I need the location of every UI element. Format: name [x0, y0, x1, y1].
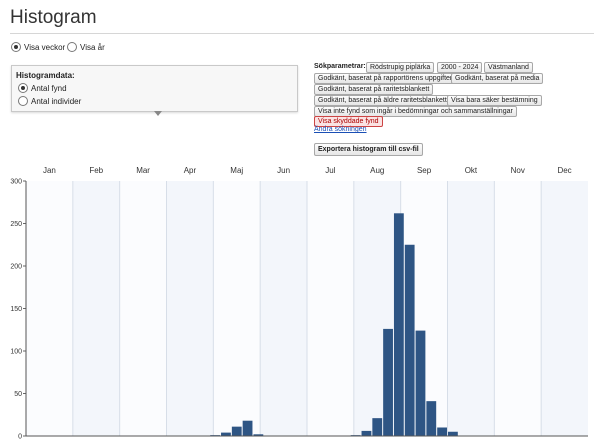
- month-label: Jun: [277, 166, 290, 175]
- month-label: Feb: [89, 166, 103, 175]
- y-tick-label: 100: [10, 349, 22, 356]
- bars: [210, 213, 458, 436]
- export-csv-button[interactable]: Exportera histogram till csv-fil: [314, 143, 423, 156]
- param-chip[interactable]: 2000 - 2024: [437, 62, 483, 73]
- y-tick-label: 300: [10, 179, 22, 186]
- panel-pointer-icon: [154, 111, 162, 116]
- bar: [404, 244, 415, 436]
- param-chip-protected[interactable]: Visa skyddade fynd: [314, 116, 383, 127]
- change-search-link[interactable]: Ändra sökningen: [314, 126, 367, 133]
- month-band: [166, 181, 214, 436]
- count-records-option[interactable]: Antal fynd: [18, 83, 67, 93]
- view-weeks-radio[interactable]: [11, 42, 21, 52]
- param-chip[interactable]: Godkänt, baserat på media: [451, 73, 544, 84]
- month-label: Jul: [325, 166, 335, 175]
- bar: [383, 328, 393, 436]
- month-label: Jan: [43, 166, 56, 175]
- view-weeks-option[interactable]: Visa veckor: [11, 42, 65, 52]
- bar: [426, 401, 437, 436]
- month-label: Apr: [184, 166, 197, 175]
- bar: [415, 330, 426, 436]
- month-labels: Jan Feb Mar Apr Maj Jun Jul Aug Sep Okt Nov Dec: [43, 166, 572, 175]
- bar: [448, 431, 458, 436]
- param-chip[interactable]: Godkänt, baserat på raritetsblankett: [314, 84, 434, 95]
- bar: [393, 213, 404, 436]
- month-band: [494, 181, 542, 436]
- month-label: Nov: [511, 166, 525, 175]
- month-band: [541, 181, 588, 436]
- month-band: [447, 181, 495, 436]
- month-band: [307, 181, 354, 436]
- month-label: Maj: [230, 166, 243, 175]
- month-band: [72, 181, 120, 436]
- month-bands: [26, 181, 588, 436]
- count-individuals-radio[interactable]: [18, 96, 28, 106]
- bar: [231, 426, 242, 436]
- bar: [253, 434, 264, 436]
- view-years-label: Visa år: [80, 42, 105, 52]
- month-label: Okt: [465, 166, 478, 175]
- param-chip[interactable]: Västmanland: [484, 62, 533, 73]
- view-weeks-label: Visa veckor: [24, 42, 66, 52]
- count-records-label: Antal fynd: [31, 83, 67, 93]
- month-band: [26, 181, 73, 436]
- month-label: Dec: [557, 166, 571, 175]
- view-years-radio[interactable]: [67, 42, 77, 52]
- month-band: [260, 181, 307, 436]
- bar: [361, 430, 372, 436]
- month-band: [119, 181, 167, 436]
- title-divider: [10, 33, 594, 34]
- y-tick-label: 0: [18, 434, 22, 441]
- histogram-data-title: Histogramdata:: [16, 71, 75, 80]
- param-chip[interactable]: Visa bara säker bestämning: [447, 95, 542, 106]
- y-tick-label: 200: [10, 264, 22, 271]
- bar: [221, 432, 231, 436]
- bar: [242, 420, 253, 436]
- month-label: Aug: [370, 166, 384, 175]
- month-label: Mar: [136, 166, 150, 175]
- bar: [372, 418, 383, 436]
- month-band: [353, 181, 401, 436]
- search-params-label: Sökparametrar:: [314, 63, 366, 70]
- month-label: Sep: [417, 166, 432, 175]
- y-tick-label: 50: [14, 391, 22, 398]
- y-tick-label: 150: [10, 306, 22, 313]
- param-chip[interactable]: Visa inte fynd som ingår i bedömningar o…: [314, 106, 517, 117]
- axes: [25, 181, 588, 437]
- page-title: Histogram: [10, 7, 97, 28]
- y-axis-ticks: 0 50 100 150 200 250 300: [10, 179, 26, 441]
- month-band: [213, 181, 261, 436]
- param-chip[interactable]: Rödstrupig piplärka: [366, 62, 435, 73]
- view-years-option[interactable]: Visa år: [67, 42, 105, 52]
- bar: [437, 427, 447, 436]
- y-tick-label: 250: [10, 221, 22, 228]
- count-records-radio[interactable]: [18, 83, 28, 93]
- count-individuals-label: Antal individer: [31, 96, 82, 106]
- count-individuals-option[interactable]: Antal individer: [18, 96, 81, 106]
